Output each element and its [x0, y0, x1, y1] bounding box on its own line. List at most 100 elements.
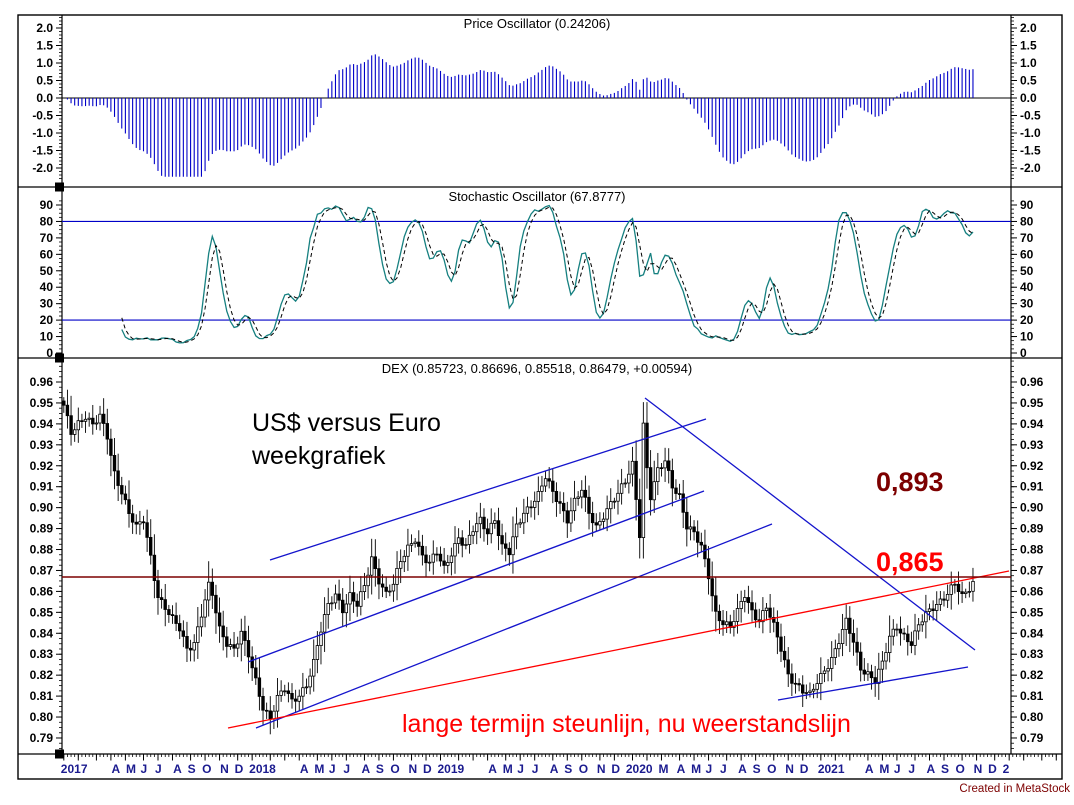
- svg-text:0.93: 0.93: [1020, 438, 1044, 452]
- svg-text:0.0: 0.0: [1020, 91, 1037, 105]
- svg-text:30: 30: [1020, 297, 1034, 311]
- svg-text:40: 40: [1020, 280, 1034, 294]
- svg-text:0.79: 0.79: [1020, 731, 1044, 745]
- svg-text:90: 90: [40, 198, 54, 212]
- svg-text:2.0: 2.0: [36, 21, 53, 35]
- svg-text:0.94: 0.94: [30, 417, 54, 431]
- svg-text:0.84: 0.84: [1020, 626, 1044, 640]
- svg-text:A: A: [488, 762, 497, 776]
- svg-text:N: N: [974, 762, 983, 776]
- svg-text:-2.0: -2.0: [1020, 161, 1041, 175]
- svg-text:0.91: 0.91: [30, 480, 54, 494]
- trendline-channel-upper[interactable]: [269, 418, 707, 561]
- svg-text:N: N: [409, 762, 418, 776]
- svg-text:0.86: 0.86: [30, 584, 54, 598]
- svg-text:2017: 2017: [61, 762, 88, 776]
- svg-text:0.88: 0.88: [1020, 543, 1044, 557]
- svg-text:-1.5: -1.5: [32, 144, 53, 158]
- svg-text:D: D: [988, 762, 997, 776]
- svg-text:60: 60: [1020, 247, 1034, 261]
- support-line-note: lange termijn steunlijn, nu weerstandsli…: [402, 710, 851, 738]
- svg-text:30: 30: [40, 297, 54, 311]
- svg-text:-0.5: -0.5: [1020, 109, 1041, 123]
- panel-divider-handle[interactable]: [55, 182, 64, 192]
- svg-text:J: J: [140, 762, 147, 776]
- svg-text:80: 80: [40, 214, 54, 228]
- svg-text:O: O: [579, 762, 588, 776]
- svg-text:0.89: 0.89: [1020, 522, 1044, 536]
- panel-divider-handles[interactable]: [55, 182, 64, 759]
- trendlines[interactable]: [62, 397, 1011, 729]
- panel-divider-handle[interactable]: [55, 749, 64, 759]
- svg-text:0.87: 0.87: [1020, 563, 1044, 577]
- svg-text:90: 90: [1020, 198, 1034, 212]
- svg-text:M: M: [503, 762, 513, 776]
- svg-text:0.90: 0.90: [30, 501, 54, 515]
- svg-text:0.81: 0.81: [1020, 689, 1044, 703]
- svg-text:D: D: [423, 762, 432, 776]
- svg-text:J: J: [329, 762, 336, 776]
- price-oscillator-title: Price Oscillator (0.24206): [463, 16, 611, 31]
- svg-text:A: A: [738, 762, 747, 776]
- trendline-channel-lower[interactable]: [255, 523, 773, 729]
- svg-text:D: D: [611, 762, 620, 776]
- svg-text:J: J: [706, 762, 713, 776]
- svg-text:0.0: 0.0: [36, 91, 53, 105]
- svg-text:0.80: 0.80: [1020, 710, 1044, 724]
- svg-text:1.5: 1.5: [36, 39, 53, 53]
- dex-candles: [62, 389, 975, 735]
- svg-text:0: 0: [46, 346, 53, 360]
- svg-text:S: S: [188, 762, 196, 776]
- stochastic-oscillator-title: Stochastic Oscillator (67.8777): [448, 189, 626, 204]
- svg-text:A: A: [300, 762, 309, 776]
- svg-text:J: J: [343, 762, 350, 776]
- main-chart-label-line1: US$ versus Euro: [252, 409, 441, 437]
- svg-text:0.85: 0.85: [1020, 605, 1044, 619]
- svg-text:0.83: 0.83: [30, 647, 54, 661]
- panel-divider-handle[interactable]: [55, 353, 64, 363]
- svg-text:0.85: 0.85: [30, 605, 54, 619]
- svg-text:1.0: 1.0: [36, 56, 53, 70]
- svg-text:10: 10: [40, 330, 54, 344]
- trendline-minor-uptrend-2021[interactable]: [777, 666, 969, 701]
- svg-text:0.81: 0.81: [30, 689, 54, 703]
- svg-text:-1.0: -1.0: [1020, 126, 1041, 140]
- svg-text:0.79: 0.79: [30, 731, 54, 745]
- svg-text:0.95: 0.95: [1020, 396, 1044, 410]
- svg-text:M: M: [126, 762, 136, 776]
- svg-text:0.93: 0.93: [30, 438, 54, 452]
- svg-text:M: M: [658, 762, 668, 776]
- svg-text:2020: 2020: [626, 762, 653, 776]
- dex-title: DEX (0.85723, 0.86696, 0.85518, 0.86479,…: [381, 361, 693, 376]
- svg-text:0.90: 0.90: [1020, 501, 1044, 515]
- svg-text:J: J: [894, 762, 901, 776]
- svg-text:60: 60: [40, 247, 54, 261]
- svg-text:M: M: [314, 762, 324, 776]
- svg-text:0.86: 0.86: [1020, 584, 1044, 598]
- svg-text:2: 2: [1003, 762, 1010, 776]
- svg-text:0.96: 0.96: [30, 375, 54, 389]
- svg-text:0.83: 0.83: [1020, 647, 1044, 661]
- svg-text:S: S: [376, 762, 384, 776]
- svg-text:0: 0: [1020, 346, 1027, 360]
- svg-text:A: A: [927, 762, 936, 776]
- svg-text:0.82: 0.82: [30, 668, 54, 682]
- metastock-credit: Created in MetaStock: [959, 783, 1070, 795]
- svg-text:O: O: [202, 762, 211, 776]
- svg-text:20: 20: [40, 313, 54, 327]
- svg-text:40: 40: [40, 280, 54, 294]
- svg-text:0.91: 0.91: [1020, 480, 1044, 494]
- svg-text:0.96: 0.96: [1020, 375, 1044, 389]
- svg-text:J: J: [155, 762, 162, 776]
- svg-text:A: A: [865, 762, 874, 776]
- svg-text:-2.0: -2.0: [32, 161, 53, 175]
- price-oscillator-bars: [62, 54, 1011, 177]
- svg-text:J: J: [720, 762, 727, 776]
- svg-text:70: 70: [40, 231, 54, 245]
- resistance-level-0893-label: 0,893: [876, 467, 944, 497]
- svg-text:A: A: [550, 762, 559, 776]
- trendline-downtrend-2020[interactable]: [644, 397, 976, 651]
- svg-text:0.89: 0.89: [30, 522, 54, 536]
- trendline-long-term-support[interactable]: [227, 570, 1010, 729]
